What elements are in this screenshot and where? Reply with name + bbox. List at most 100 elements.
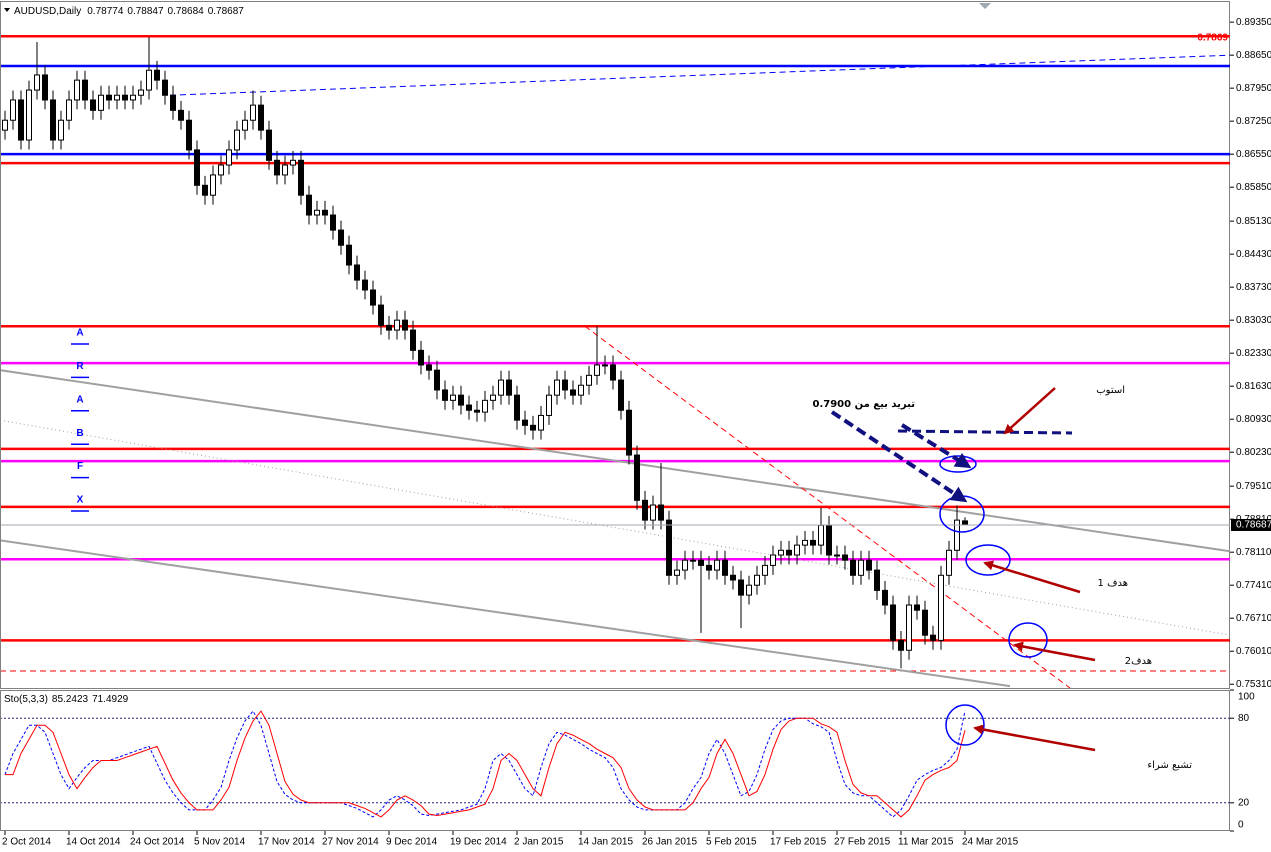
x-tick-label: 19 Dec 2014 [450,837,507,848]
candle-body [698,559,704,566]
candle-body [778,549,784,556]
candle-body [418,349,424,366]
candle-body [354,264,360,281]
candle-body [482,399,488,413]
candle-body [954,519,960,551]
candle-body [218,164,224,176]
annotations: 0.7869 تبريد بيع من 0.7900 استوب هدف 1 هدف2 A… [71,33,1228,771]
candle-body [506,379,512,396]
y-tick-label: 0.80230 [1236,447,1271,458]
candle-body [362,279,368,291]
sto-y-tick-label: 100 [1238,692,1255,703]
x-tick-label: 26 Jan 2015 [642,837,697,848]
candle-body [290,159,296,166]
trend-line [1,419,1230,636]
candle-body [138,89,144,96]
candle-body [66,99,72,121]
trend-line [169,54,1230,96]
candle-body [730,574,736,581]
current-price-box [1231,518,1271,531]
annotation: 0.7869 [1197,33,1228,44]
candle-body [850,559,856,576]
y-tick-label: 0.80930 [1236,414,1271,425]
candle-body [82,79,88,101]
candle-body [226,149,232,166]
y-tick-label: 0.77410 [1236,580,1271,591]
candle-body [450,394,456,401]
candle-body [874,569,880,591]
candle-body [754,574,760,586]
candle-body [706,564,712,571]
candle-body [762,564,768,576]
candle-body [914,604,920,611]
x-tick-label: 14 Jan 2015 [578,837,633,848]
candle-body [746,584,752,596]
y-tick-label: 0.83730 [1236,282,1271,293]
x-tick-label: 17 Feb 2015 [770,837,827,848]
sto-plot [1,710,1230,818]
candle-body [58,119,64,141]
candle-body [674,569,680,576]
candle-body [402,319,408,331]
candle-body [522,419,528,426]
candle-body [810,539,816,546]
sto-signal-value: 71.4929 [92,694,129,705]
high-value: 0.78847 [127,6,164,17]
y-tick-label: 0.87950 [1236,83,1271,94]
candle-body [594,364,600,376]
candle-body [906,604,912,651]
trend-line [584,325,1071,688]
current-price-label: 0.78687 [1236,520,1271,531]
candle-body [930,634,936,641]
candle-body [114,94,120,101]
candle-body [170,94,176,111]
y-tick-label: 0.82330 [1236,348,1271,359]
candle-body [490,394,496,401]
open-value: 0.78774 [87,6,124,17]
candle-body [938,574,944,641]
candle-body [610,364,616,381]
candle-body [826,524,832,556]
candle-body [962,520,968,526]
candle-body [882,589,888,606]
candle-body [458,394,464,406]
candle-body [802,539,808,546]
candle-body [922,609,928,636]
x-tick-label: 14 Oct 2014 [66,837,121,848]
arrow [973,724,1096,752]
watermark-letter: B [76,428,83,439]
sto-y-tick-label: 20 [1238,797,1250,808]
sto-line [5,710,966,818]
y-tick-label: 0.81630 [1236,381,1271,392]
drawings [830,387,1096,752]
candle-body [234,129,240,151]
arrow [1013,641,1096,662]
candle-body [202,184,208,196]
header-arrow [4,8,10,12]
circle [945,704,985,746]
candle-body [394,319,400,331]
candle-body [330,214,336,231]
watermark-letter: R [76,361,84,372]
candle-body [250,104,256,121]
sto-main-value: 85.2423 [52,694,89,705]
annotation: استوب [1096,385,1125,396]
candle-body [434,369,440,391]
candle-body [298,159,304,196]
watermark-letter: X [77,495,84,506]
y-tick-label: 0.76710 [1236,613,1271,624]
y-tick-label: 0.83030 [1236,315,1271,326]
circle [1008,622,1048,658]
axes: 0.89350 0.88650 0.87950 0.87250 0.86550 0.858… [2,17,1271,848]
candle-body [538,414,544,431]
y-tick-label: 0.85130 [1236,216,1271,227]
candle-body [50,99,56,141]
arrow [830,410,968,503]
sto-header: Sto(5,3,3) 85.2423 71.4929 [4,694,129,705]
candle-body [146,69,152,91]
arrow [983,560,1081,594]
candle-body [866,559,872,571]
candle-body [514,394,520,421]
